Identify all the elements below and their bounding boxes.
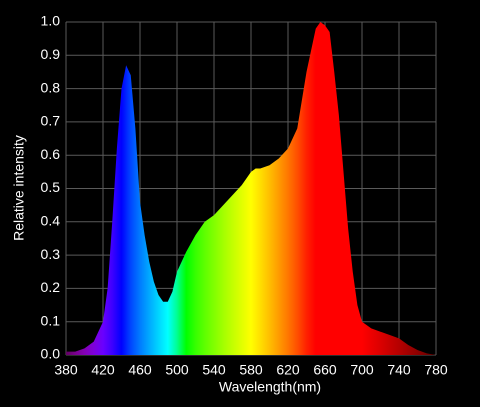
y-tick-label: 0.3: [41, 246, 61, 262]
x-tick-label: 740: [387, 362, 411, 378]
spectrum-area: [66, 22, 436, 355]
x-tick-label: 500: [165, 362, 189, 378]
x-tick-label: 580: [239, 362, 263, 378]
x-tick-label: 380: [54, 362, 78, 378]
x-tick-label: 660: [313, 362, 337, 378]
y-tick-label: 1.0: [41, 13, 61, 29]
y-tick-label: 0.8: [41, 79, 61, 95]
x-tick-label: 420: [91, 362, 115, 378]
y-tick-label: 0.4: [41, 213, 61, 229]
y-tick-label: 0.6: [41, 146, 61, 162]
y-tick-label: 0.5: [41, 179, 61, 195]
y-tick-label: 0.1: [41, 312, 61, 328]
x-tick-label: 460: [128, 362, 152, 378]
y-tick-label: 0.7: [41, 113, 61, 129]
y-tick-label: 0.2: [41, 279, 61, 295]
y-tick-label: 0.9: [41, 46, 61, 62]
x-axis-label: Wavelength(nm): [219, 379, 321, 395]
y-tick-label: 0.0: [41, 346, 61, 362]
x-tick-label: 620: [276, 362, 300, 378]
x-tick-label: 780: [424, 362, 448, 378]
y-axis-label: Relative intensity: [11, 135, 27, 241]
x-tick-label: 700: [350, 362, 374, 378]
x-tick-label: 540: [202, 362, 226, 378]
